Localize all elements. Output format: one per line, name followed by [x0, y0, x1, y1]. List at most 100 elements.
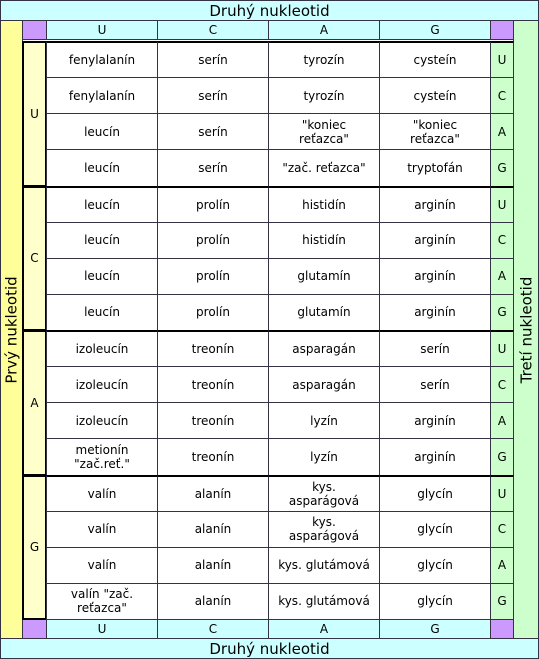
amino-acid: valín "zač. reťazca": [46, 582, 158, 620]
amino-acid: kys. asparágová: [268, 474, 380, 512]
third-base: A: [490, 546, 514, 584]
amino-acid: "koniec reťazca": [268, 113, 380, 151]
corner: [22, 20, 47, 40]
third-base: G: [490, 582, 514, 620]
amino-acid: glutamín: [268, 293, 380, 331]
third-base: G: [490, 438, 514, 476]
amino-acid: metionín "zač.reť.": [46, 438, 158, 476]
amino-acid: serín: [157, 77, 269, 115]
corner: [490, 20, 514, 40]
label: Tretí nukleotid: [517, 276, 535, 383]
amino-acid: histidín: [268, 185, 380, 223]
amino-acid: leucín: [46, 257, 158, 295]
amino-acid: arginín: [379, 185, 491, 223]
top-title: Druhý nukleotid: [0, 0, 539, 21]
amino-acid: glycín: [379, 474, 491, 512]
first-base: A: [22, 330, 47, 476]
amino-acid: kys. glutámová: [268, 546, 380, 584]
amino-acid: histidín: [268, 221, 380, 259]
amino-acid: leucín: [46, 113, 158, 151]
amino-acid: lyzín: [268, 402, 380, 440]
amino-acid: glycín: [379, 582, 491, 620]
third-base: A: [490, 402, 514, 440]
third-base: A: [490, 113, 514, 151]
second-base: G: [379, 619, 491, 639]
amino-acid: serín: [379, 330, 491, 368]
amino-acid: fenylalanín: [46, 41, 158, 79]
amino-acid: asparagán: [268, 366, 380, 404]
amino-acid: serín: [157, 41, 269, 79]
amino-acid: treonín: [157, 438, 269, 476]
amino-acid: arginín: [379, 438, 491, 476]
amino-acid: tryptofán: [379, 149, 491, 187]
amino-acid: "zač. reťazca": [268, 149, 380, 187]
third-base: C: [490, 366, 514, 404]
amino-acid: arginín: [379, 221, 491, 259]
amino-acid: prolín: [157, 221, 269, 259]
second-base: A: [268, 619, 380, 639]
amino-acid: kys. asparágová: [268, 510, 380, 548]
first-base: C: [22, 185, 47, 331]
label: Prvý nukleotid: [2, 275, 21, 384]
amino-acid: leucín: [46, 149, 158, 187]
corner: [22, 619, 47, 639]
second-base: G: [379, 20, 491, 40]
bottom-title: Druhý nukleotid: [0, 638, 539, 659]
amino-acid: kys. glutámová: [268, 582, 380, 620]
corner: [490, 619, 514, 639]
third-base: G: [490, 293, 514, 331]
amino-acid: alanín: [157, 582, 269, 620]
amino-acid: treonín: [157, 366, 269, 404]
amino-acid: treonín: [157, 330, 269, 368]
amino-acid: alanín: [157, 474, 269, 512]
amino-acid: leucín: [46, 185, 158, 223]
amino-acid: arginín: [379, 257, 491, 295]
first-base: U: [22, 41, 47, 187]
amino-acid: glycín: [379, 510, 491, 548]
amino-acid: valín: [46, 474, 158, 512]
amino-acid: glycín: [379, 546, 491, 584]
amino-acid: fenylalanín: [46, 77, 158, 115]
amino-acid: cysteín: [379, 77, 491, 115]
amino-acid: tyrozín: [268, 41, 380, 79]
amino-acid: leucín: [46, 221, 158, 259]
amino-acid: izoleucín: [46, 330, 158, 368]
first-base: G: [22, 474, 47, 620]
amino-acid: prolín: [157, 185, 269, 223]
amino-acid: lyzín: [268, 438, 380, 476]
amino-acid: treonín: [157, 402, 269, 440]
second-base: C: [157, 20, 269, 40]
amino-acid: arginín: [379, 293, 491, 331]
second-base: C: [157, 619, 269, 639]
right-title: Tretí nukleotid: [513, 20, 539, 639]
amino-acid: valín: [46, 546, 158, 584]
left-title: Prvý nukleotid: [0, 20, 23, 639]
amino-acid: serín: [157, 149, 269, 187]
amino-acid: prolín: [157, 257, 269, 295]
second-base: U: [46, 619, 158, 639]
amino-acid: alanín: [157, 510, 269, 548]
third-base: U: [490, 185, 514, 223]
amino-acid: izoleucín: [46, 366, 158, 404]
amino-acid: tyrozín: [268, 77, 380, 115]
amino-acid: arginín: [379, 402, 491, 440]
amino-acid: izoleucín: [46, 402, 158, 440]
third-base: A: [490, 257, 514, 295]
third-base: C: [490, 510, 514, 548]
third-base: U: [490, 474, 514, 512]
amino-acid: cysteín: [379, 41, 491, 79]
amino-acid: glutamín: [268, 257, 380, 295]
second-base: A: [268, 20, 380, 40]
amino-acid: prolín: [157, 293, 269, 331]
amino-acid: serín: [157, 113, 269, 151]
second-base: U: [46, 20, 158, 40]
amino-acid: valín: [46, 510, 158, 548]
third-base: U: [490, 41, 514, 79]
amino-acid: serín: [379, 366, 491, 404]
third-base: C: [490, 221, 514, 259]
third-base: G: [490, 149, 514, 187]
third-base: U: [490, 330, 514, 368]
amino-acid: leucín: [46, 293, 158, 331]
amino-acid: asparagán: [268, 330, 380, 368]
